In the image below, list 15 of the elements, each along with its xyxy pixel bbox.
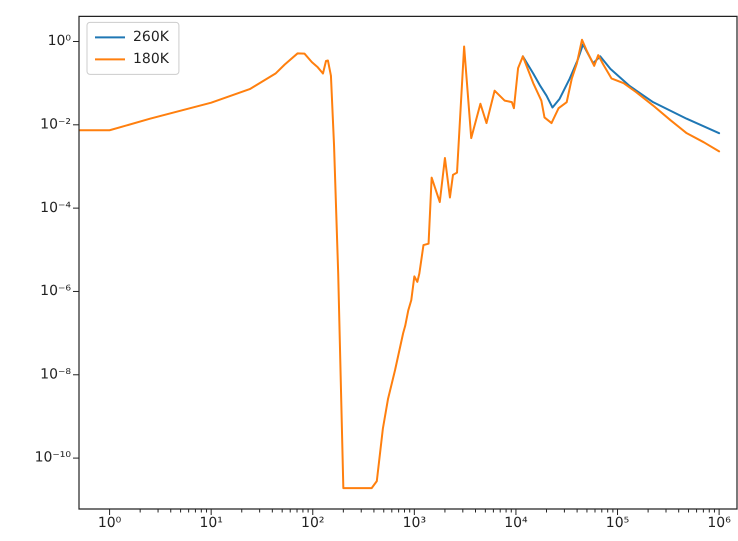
- x-tick-label: 10¹: [199, 515, 223, 532]
- y-tick-label: 10⁻⁴: [40, 200, 72, 216]
- y-tick-label: 10⁻⁸: [40, 366, 72, 382]
- legend-label: 260K: [133, 29, 170, 46]
- y-tick-label: 10⁰: [48, 33, 72, 50]
- x-tick-label: 10⁵: [606, 515, 630, 532]
- y-tick-label: 10⁻²: [40, 116, 71, 132]
- x-tick-label: 10⁴: [504, 515, 528, 532]
- y-tick-label: 10⁻⁶: [40, 283, 72, 300]
- x-tick-label: 10²: [301, 515, 324, 532]
- y-tick-label: 10⁻¹⁰: [34, 450, 72, 466]
- legend-label: 180K: [133, 51, 170, 68]
- x-tick-label: 10⁰: [98, 515, 122, 532]
- x-tick-label: 10³: [402, 515, 426, 532]
- x-tick-label: 10⁶: [707, 515, 732, 532]
